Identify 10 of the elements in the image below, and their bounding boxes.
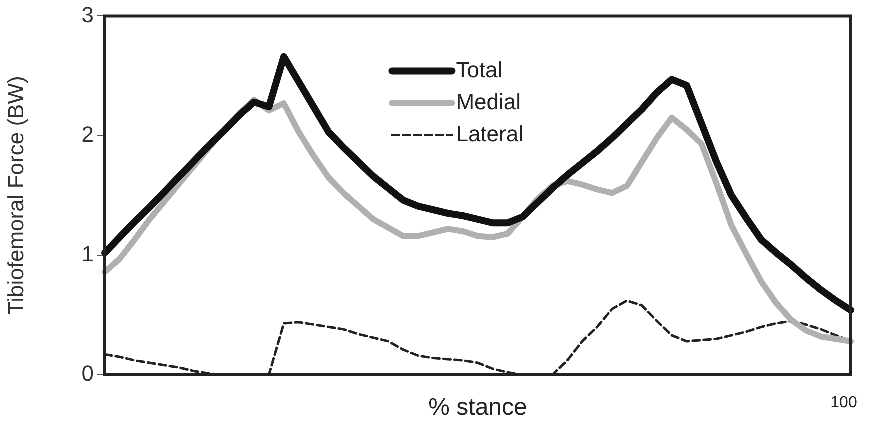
- y-tick-label: 1: [82, 241, 94, 266]
- legend-label: Lateral: [456, 121, 524, 146]
- y-tick-label: 2: [82, 122, 94, 147]
- text: 100: [830, 394, 858, 412]
- legend-label: Total: [456, 57, 503, 82]
- y-axis-title: Tibiofemoral Force (BW): [3, 76, 28, 315]
- y-tick-label: 3: [82, 2, 94, 28]
- y-tick-label: 0: [82, 361, 94, 386]
- x-axis-title: % stance: [428, 394, 528, 422]
- legend-label: Medial: [456, 89, 522, 114]
